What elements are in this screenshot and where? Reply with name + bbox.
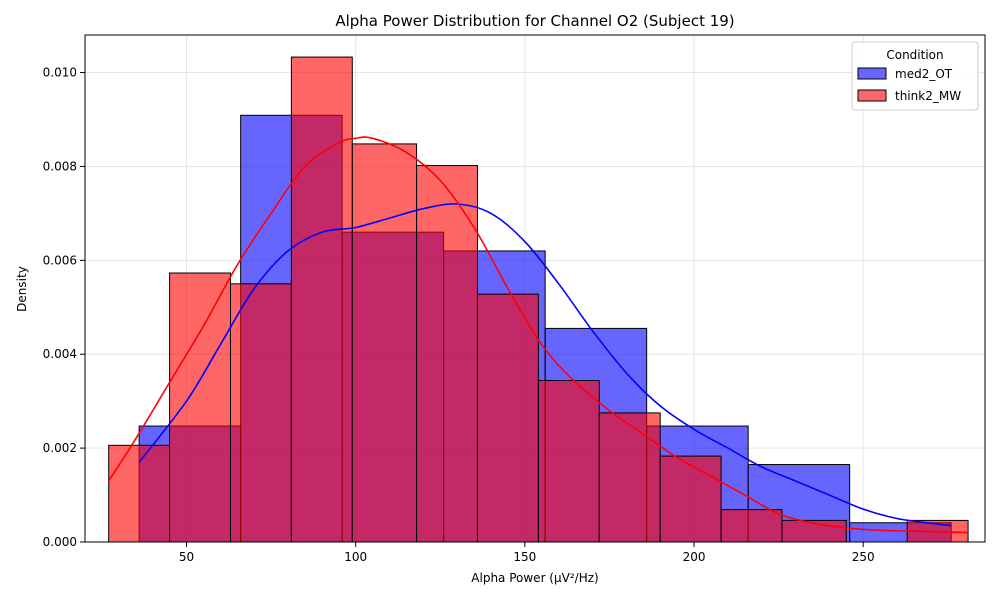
bar-think2-mw <box>476 293 539 543</box>
y-tick-label: 0.004 <box>43 347 77 361</box>
y-axis: 0.000 0.002 0.004 0.006 0.008 0.010 <box>43 66 85 549</box>
legend-swatch-think2-mw <box>857 89 887 102</box>
legend-swatch-med2-ot <box>857 67 887 80</box>
bar-think2-mw <box>169 272 231 543</box>
x-tick-label: 100 <box>344 550 367 564</box>
kde-layer <box>108 136 969 534</box>
x-tick-label: 250 <box>852 550 875 564</box>
x-axis-label: Alpha Power (μV²/Hz) <box>471 571 598 585</box>
x-tick-label: 150 <box>513 550 536 564</box>
bar-think2-mw <box>290 56 353 543</box>
bar-think2-mw <box>720 509 783 543</box>
legend: Condition med2_OT think2_MW <box>851 41 979 111</box>
chart-title: Alpha Power Distribution for Channel O2 … <box>335 12 734 30</box>
bar-think2-mw <box>229 283 292 543</box>
y-tick-label: 0.008 <box>43 159 77 173</box>
bar-think2-mw <box>416 165 478 543</box>
y-tick-label: 0.002 <box>43 441 77 455</box>
kde-line-med2-ot <box>138 203 952 527</box>
y-tick-label: 0.010 <box>43 66 77 80</box>
x-tick-label: 200 <box>683 550 706 564</box>
bar-think2-mw <box>351 143 418 543</box>
bar-think2-mw <box>598 412 661 543</box>
y-tick-label: 0.000 <box>43 535 77 549</box>
y-tick-label: 0.006 <box>43 253 77 267</box>
bar-think2-mw <box>537 380 600 543</box>
bars-layer <box>108 56 969 543</box>
plot-frame <box>84 34 986 543</box>
legend-title: Condition <box>886 48 943 62</box>
y-axis-label: Density <box>15 266 29 312</box>
x-tick-label: 50 <box>179 550 194 564</box>
legend-label-med2-ot: med2_OT <box>895 67 953 81</box>
kde-line-think2-mw <box>108 136 969 534</box>
bar-think2-mw <box>108 444 171 543</box>
bar-think2-mw <box>659 455 722 543</box>
x-axis: 50 100 150 200 250 <box>179 542 875 564</box>
legend-label-think2-mw: think2_MW <box>895 89 961 103</box>
